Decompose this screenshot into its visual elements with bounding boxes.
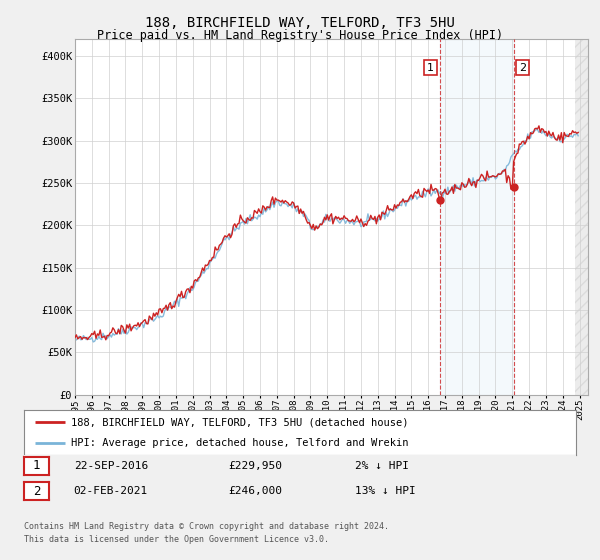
Text: 188, BIRCHFIELD WAY, TELFORD, TF3 5HU: 188, BIRCHFIELD WAY, TELFORD, TF3 5HU [145, 16, 455, 30]
Text: 1: 1 [33, 459, 40, 473]
Text: 02-FEB-2021: 02-FEB-2021 [74, 486, 148, 496]
Text: HPI: Average price, detached house, Telford and Wrekin: HPI: Average price, detached house, Telf… [71, 437, 409, 447]
Text: 2: 2 [33, 484, 40, 498]
Text: 22-SEP-2016: 22-SEP-2016 [74, 461, 148, 471]
Text: Price paid vs. HM Land Registry's House Price Index (HPI): Price paid vs. HM Land Registry's House … [97, 29, 503, 42]
Text: 2% ↓ HPI: 2% ↓ HPI [355, 461, 409, 471]
Text: 2: 2 [518, 63, 526, 73]
Text: Contains HM Land Registry data © Crown copyright and database right 2024.: Contains HM Land Registry data © Crown c… [24, 522, 389, 531]
Text: 13% ↓ HPI: 13% ↓ HPI [355, 486, 416, 496]
Text: 188, BIRCHFIELD WAY, TELFORD, TF3 5HU (detached house): 188, BIRCHFIELD WAY, TELFORD, TF3 5HU (d… [71, 417, 409, 427]
Text: 1: 1 [427, 63, 434, 73]
Text: This data is licensed under the Open Government Licence v3.0.: This data is licensed under the Open Gov… [24, 535, 329, 544]
Bar [575, 39, 588, 395]
Bar [440, 39, 514, 395]
Text: £246,000: £246,000 [228, 486, 282, 496]
Text: £229,950: £229,950 [228, 461, 282, 471]
